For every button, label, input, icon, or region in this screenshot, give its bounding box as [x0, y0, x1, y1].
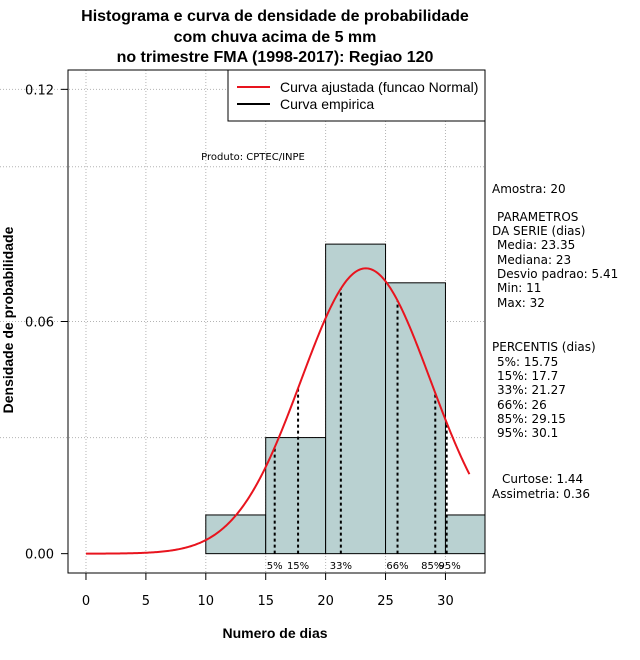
- percentile-label: 66%: [386, 561, 408, 572]
- chart-title-line: no trimestre FMA (1998-2017): Regiao 120: [117, 49, 434, 66]
- stat-params-title-2: DA SERIE (dias): [492, 224, 585, 238]
- stat-curtose: Curtose: 1.44: [502, 472, 583, 486]
- stat-p5: 5%: 15.75: [497, 355, 558, 369]
- stat-media: Media: 23.35: [497, 238, 575, 252]
- legend-label: Curva ajustada (funcao Normal): [280, 79, 478, 95]
- chart-title-line: com chuva acima de 5 mm: [174, 29, 377, 46]
- stat-mediana: Mediana: 23: [497, 253, 571, 267]
- product-annotation: Produto: CPTEC/INPE: [201, 152, 305, 163]
- histogram-bar: [385, 282, 446, 555]
- y-tick-label: 0.00: [25, 548, 54, 563]
- x-tick-label: 0: [82, 594, 90, 609]
- percentile-label: 95%: [439, 561, 461, 572]
- stat-p15: 15%: 17.7: [497, 369, 558, 383]
- percentile-label: 85%: [421, 561, 443, 572]
- stat-p95: 95%: 30.1: [497, 426, 558, 440]
- percentile-label: 15%: [287, 561, 309, 572]
- stat-p66: 66%: 26: [497, 398, 547, 412]
- x-tick-label: 25: [377, 594, 394, 609]
- legend-box: [227, 69, 486, 122]
- legend-label: Curva empirica: [280, 96, 374, 112]
- stat-max: Max: 32: [497, 296, 545, 310]
- percentile-label: 5%: [267, 561, 283, 572]
- histogram-bar: [325, 243, 387, 555]
- x-tick-label: 20: [317, 594, 334, 609]
- x-tick-label: 10: [198, 594, 215, 609]
- histogram-bar: [444, 514, 486, 555]
- stat-p85: 85%: 29.15: [497, 412, 566, 426]
- stat-amostra: Amostra: 20: [492, 182, 566, 196]
- stat-assimetria: Assimetria: 0.36: [492, 487, 590, 501]
- y-axis-label: Densidade de probabilidade: [0, 226, 16, 413]
- stat-percentis-title: PERCENTIS (dias): [492, 340, 596, 354]
- x-tick-label: 5: [142, 594, 150, 609]
- y-tick-label: 0.06: [25, 316, 54, 331]
- y-tick-label: 0.12: [25, 83, 54, 98]
- stat-desvio: Desvio padrao: 5.41: [497, 267, 618, 281]
- x-tick-label: 30: [437, 594, 454, 609]
- x-tick-label: 15: [257, 594, 274, 609]
- stat-p33: 33%: 21.27: [497, 383, 566, 397]
- stat-params-title-1: PARAMETROS: [497, 210, 578, 224]
- chart-title-line: Histograma e curva de densidade de proba…: [81, 8, 469, 25]
- normal-fit-curve: [85, 267, 471, 555]
- x-axis-label: Numero de dias: [222, 625, 327, 641]
- stat-min: Min: 11: [497, 281, 541, 295]
- percentile-label: 33%: [330, 561, 352, 572]
